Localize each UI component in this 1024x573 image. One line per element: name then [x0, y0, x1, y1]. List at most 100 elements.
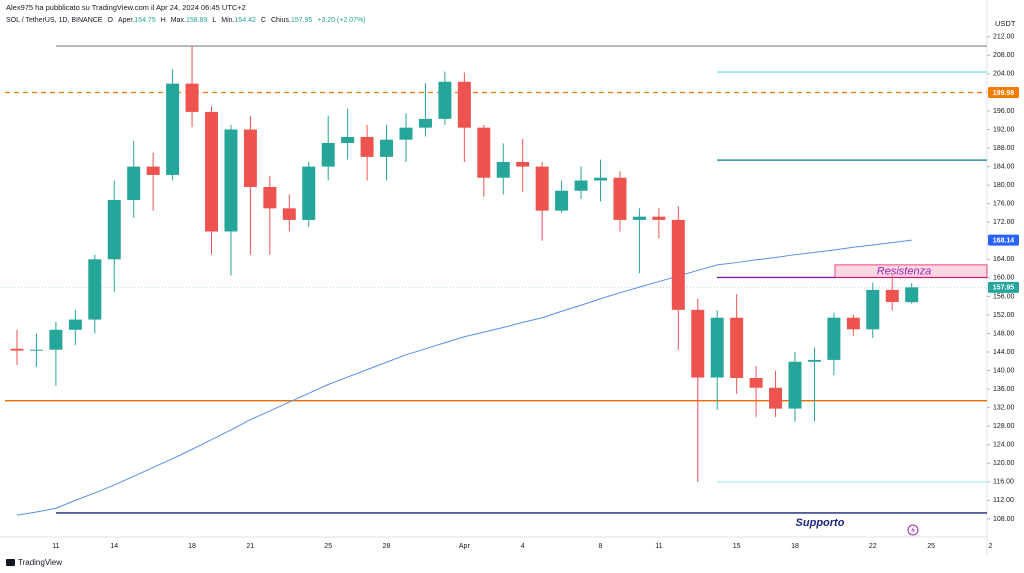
y-tick-label: 208.00 [993, 52, 1015, 59]
candle-body [127, 166, 141, 200]
candle-body [846, 317, 860, 330]
candle-body [457, 81, 471, 128]
ohlc-key: L [212, 17, 217, 24]
y-tick-label: 172.00 [993, 219, 1015, 226]
event-icon [907, 524, 919, 536]
candle-body [360, 136, 374, 157]
support-label: Supporto [796, 517, 845, 529]
y-tick-label: 176.00 [993, 201, 1015, 208]
x-tick-label: 18 [188, 543, 196, 550]
x-tick-label: 22 [869, 543, 877, 550]
candle-body [691, 309, 705, 378]
y-tick-label: 152.00 [993, 312, 1015, 319]
candle-body [321, 142, 335, 167]
candle-body [49, 329, 63, 350]
y-tick-label: 124.00 [993, 442, 1015, 449]
candle-body [438, 81, 452, 119]
x-tick-label: 11 [52, 543, 59, 550]
candle-body [243, 129, 257, 188]
resistance-label: Resistenza [877, 266, 931, 278]
x-tick-label: 11 [655, 543, 662, 550]
x-tick-label: 18 [791, 543, 799, 550]
candle-body [68, 319, 82, 330]
ohlc: O Aper. 154.75 H Max. 158.89 L Min. 154.42 C Chius… [107, 17, 312, 24]
candle-body [282, 208, 296, 220]
candle-body [185, 83, 199, 112]
price-badge-label: 157.95 [993, 285, 1015, 292]
candle-body [88, 259, 102, 320]
y-tick-label: 192.00 [993, 126, 1015, 133]
x-tick-label: 21 [247, 543, 255, 550]
change: +3.20 (+2.07%) [317, 17, 366, 24]
x-tick-label: 14 [110, 543, 118, 550]
x-tick-label: 25 [324, 543, 332, 550]
candle-body [613, 177, 627, 220]
candle-body [399, 127, 413, 140]
candle-body [749, 377, 763, 388]
candle-body [574, 180, 588, 191]
candle-body [730, 317, 744, 378]
ohlc-label: Max. [170, 17, 186, 24]
y-tick-label: 128.00 [993, 423, 1015, 430]
candle-body [905, 287, 919, 303]
candle-body [263, 187, 277, 209]
ohlc-key: C [260, 17, 266, 24]
y-tick-label: 212.00 [993, 34, 1015, 41]
ohlc-label: Aper. [117, 17, 135, 24]
candle-body [807, 359, 821, 362]
resistance-zone [834, 264, 988, 278]
event-icon-bolt [911, 526, 915, 534]
y-tick-label: 116.00 [993, 479, 1014, 486]
x-tick-label: 4 [521, 543, 525, 550]
candle-body [652, 216, 666, 220]
price-badge-label: 199.98 [993, 90, 1015, 97]
candle-body [166, 83, 180, 175]
candle-body [769, 387, 783, 409]
ohlc-label: Min. [221, 17, 235, 24]
y-tick-label: 184.00 [993, 163, 1015, 170]
candle-body [866, 289, 880, 330]
candle-body [496, 161, 510, 178]
symbol: SOL / TetherUS, 1D, BINANCE [6, 17, 103, 24]
candle-body [10, 348, 24, 351]
y-tick-label: 140.00 [993, 367, 1015, 374]
candle-body [146, 166, 160, 175]
price-badge-label: 168.14 [993, 237, 1015, 244]
ohlc-key: O [107, 17, 113, 24]
candle-body [516, 161, 530, 167]
candle-body [827, 317, 841, 360]
brand-logo [6, 559, 15, 566]
brand: TradingView [18, 558, 62, 567]
ohlc-label: Chius. [271, 17, 291, 24]
y-tick-label: 196.00 [993, 108, 1015, 115]
ohlc-value: 154.42 [234, 17, 256, 24]
y-tick-label: 144.00 [993, 349, 1015, 356]
candle-body [535, 166, 549, 211]
ohlc-value: 158.89 [185, 17, 208, 24]
candle-body [710, 317, 724, 378]
y-tick-label: 148.00 [993, 330, 1015, 337]
x-tick-label: 8 [599, 543, 603, 550]
moving-average [16, 239, 912, 516]
candle-body [380, 139, 394, 157]
y-tick-label: 132.00 [993, 405, 1015, 412]
candle-body [341, 136, 355, 143]
y-tick-label: 164.00 [993, 256, 1015, 263]
x-tick-label: 2 [989, 543, 993, 550]
x-tick-label: 28 [383, 543, 391, 550]
x-tick-label: Apr [459, 543, 471, 550]
candle-body [788, 361, 802, 409]
y-tick-label: 120.00 [993, 460, 1015, 467]
candle-body [477, 127, 491, 178]
price-badge [988, 281, 1019, 293]
price-badge [988, 87, 1019, 99]
ohlc-value: 157.95 [290, 17, 313, 24]
x-tick-label: 25 [927, 543, 935, 550]
y-tick-label: 160.00 [993, 275, 1015, 282]
candle-body [205, 111, 218, 232]
y-tick-label: 204.00 [993, 71, 1015, 78]
symbol-bar: SOL / TetherUS, 1D, BINANCE O Aper. 154.75… [6, 17, 366, 24]
candle-body [555, 190, 569, 211]
